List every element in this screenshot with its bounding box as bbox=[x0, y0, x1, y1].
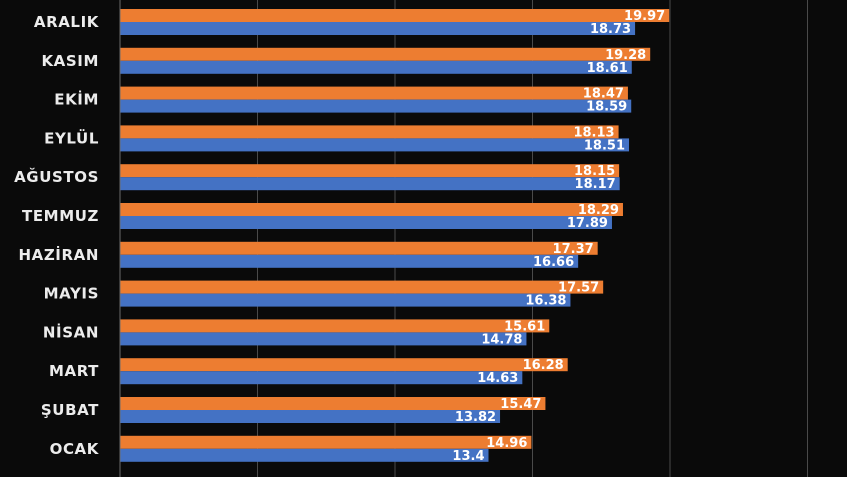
data-label: 14.78 bbox=[481, 332, 522, 347]
category-label: ŞUBAT bbox=[41, 401, 99, 419]
bar bbox=[120, 177, 620, 191]
bar bbox=[120, 332, 527, 346]
category-labels: ARALIK KASIM EKİM EYLÜL AĞUSTOS TEMMUZ HAZİRAN… bbox=[14, 13, 100, 458]
data-label: 15.47 bbox=[500, 397, 541, 412]
data-label: 18.51 bbox=[584, 138, 625, 153]
category-label: EKİM bbox=[54, 90, 99, 109]
data-label: 15.61 bbox=[504, 319, 545, 334]
category-label: AĞUSTOS bbox=[14, 167, 99, 186]
data-label: 18.29 bbox=[578, 203, 619, 218]
data-label: 13.4 bbox=[452, 449, 484, 464]
bar bbox=[120, 203, 623, 216]
data-label: 16.28 bbox=[523, 358, 564, 373]
bar bbox=[120, 164, 620, 178]
bar bbox=[120, 241, 598, 255]
data-label: 19.97 bbox=[624, 9, 665, 24]
bar bbox=[120, 216, 612, 229]
category-label: KASIM bbox=[41, 52, 99, 70]
category-label: TEMMUZ bbox=[22, 207, 99, 225]
bar bbox=[120, 254, 579, 268]
data-label: 19.28 bbox=[605, 48, 646, 63]
data-label: 18.59 bbox=[586, 100, 627, 115]
data-label: 16.66 bbox=[533, 255, 574, 270]
bar bbox=[120, 371, 523, 385]
bar bbox=[120, 47, 651, 61]
data-label: 17.37 bbox=[553, 242, 594, 257]
data-label: 18.15 bbox=[574, 164, 615, 179]
category-label: NİSAN bbox=[43, 322, 99, 341]
data-label: 14.63 bbox=[477, 371, 518, 386]
data-label: 16.38 bbox=[525, 294, 566, 309]
category-label: MAYIS bbox=[44, 285, 99, 303]
data-label: 18.47 bbox=[583, 87, 624, 102]
bar bbox=[120, 410, 501, 423]
bar bbox=[120, 9, 670, 22]
bar bbox=[120, 86, 628, 100]
bar bbox=[120, 280, 604, 294]
bars bbox=[120, 9, 670, 462]
bar bbox=[120, 319, 550, 333]
data-label: 14.96 bbox=[486, 436, 527, 451]
data-label: 18.13 bbox=[573, 125, 614, 140]
data-label: 17.57 bbox=[558, 281, 599, 296]
bar bbox=[120, 138, 630, 152]
bar bbox=[120, 358, 568, 372]
data-label: 17.89 bbox=[567, 216, 608, 231]
category-label: EYLÜL bbox=[44, 128, 99, 147]
bar bbox=[120, 435, 532, 449]
bar bbox=[120, 99, 632, 113]
category-label: OCAK bbox=[50, 440, 100, 458]
bar bbox=[120, 60, 632, 74]
data-label: 18.61 bbox=[587, 61, 628, 76]
data-label: 13.82 bbox=[455, 410, 496, 425]
data-label: 18.73 bbox=[590, 22, 631, 37]
bar bbox=[120, 125, 619, 139]
bar bbox=[120, 293, 571, 307]
bar bbox=[120, 22, 636, 35]
bar bbox=[120, 448, 489, 462]
category-label: ARALIK bbox=[34, 13, 100, 31]
data-label: 18.17 bbox=[575, 177, 616, 192]
bar bbox=[120, 397, 546, 410]
category-label: HAZİRAN bbox=[18, 245, 99, 264]
category-label: MART bbox=[49, 362, 99, 380]
